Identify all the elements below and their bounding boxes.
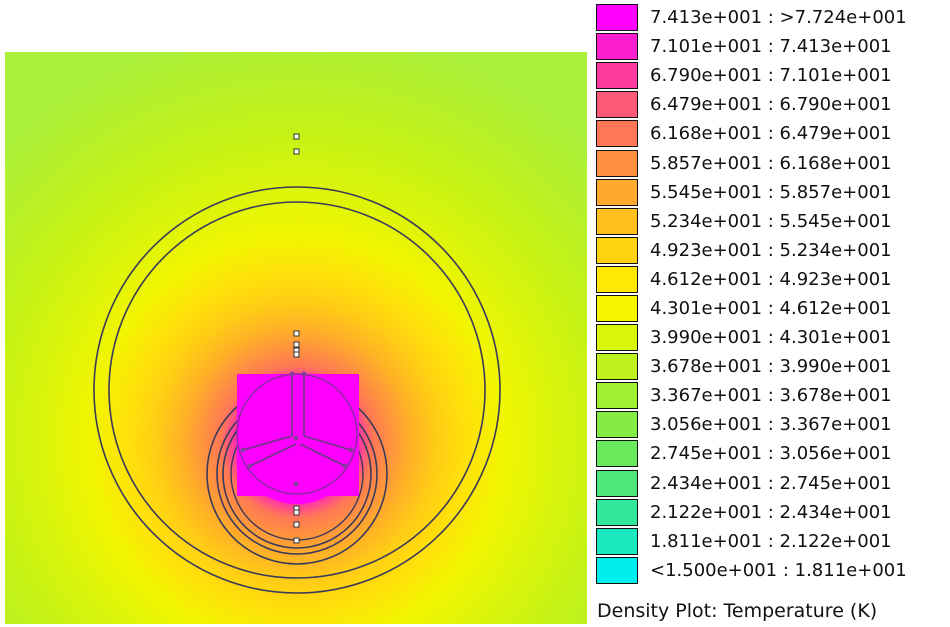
legend-swatch — [596, 265, 638, 293]
legend-swatch — [596, 556, 638, 584]
conductor-core-boundary — [236, 373, 358, 495]
legend-swatch — [596, 440, 638, 468]
legend-row: 4.301e+001 : 4.612e+001 — [596, 294, 950, 323]
legend-label: 5.545e+001 : 5.857e+001 — [650, 181, 892, 203]
legend-row: 3.990e+001 : 4.301e+001 — [596, 323, 950, 352]
legend-row: 3.678e+001 : 3.990e+001 — [596, 352, 950, 381]
density-plot-canvas — [5, 52, 587, 624]
outer-sheath-outer-boundary — [93, 186, 501, 594]
legend-swatch — [596, 149, 638, 177]
legend-swatch — [596, 178, 638, 206]
legend-label: 6.790e+001 : 7.101e+001 — [650, 65, 892, 87]
legend-label: 2.745e+001 : 3.056e+001 — [650, 443, 892, 465]
legend-label: 1.811e+001 : 2.122e+001 — [650, 530, 892, 552]
legend-label: 5.234e+001 : 5.545e+001 — [650, 210, 892, 232]
legend-swatch — [596, 382, 638, 410]
sector-nodes — [240, 371, 354, 487]
legend-label: 3.056e+001 : 3.367e+001 — [650, 414, 892, 436]
legend-swatch — [596, 91, 638, 119]
legend-swatch — [596, 527, 638, 555]
legend-label: 4.612e+001 : 4.923e+001 — [650, 268, 892, 290]
legend-row: 6.479e+001 : 6.790e+001 — [596, 90, 950, 119]
legend-label: 6.479e+001 : 6.790e+001 — [650, 94, 892, 116]
outer-sheath-inner-boundary — [108, 201, 486, 579]
legend-row: 3.056e+001 : 3.367e+001 — [596, 410, 950, 439]
legend-swatch — [596, 294, 638, 322]
legend-label: 4.923e+001 : 5.234e+001 — [650, 239, 892, 261]
legend-swatch — [596, 33, 638, 61]
legend-row: <1.500e+001 : 1.811e+001 — [596, 556, 950, 585]
legend-swatch — [596, 207, 638, 235]
legend-row: 3.367e+001 : 3.678e+001 — [596, 381, 950, 410]
legend-row: 7.101e+001 : 7.413e+001 — [596, 32, 950, 61]
legend-row: 2.434e+001 : 2.745e+001 — [596, 469, 950, 498]
legend-swatch — [596, 4, 638, 32]
legend-swatch — [596, 120, 638, 148]
legend-label: 7.413e+001 : >7.724e+001 — [650, 7, 907, 29]
legend-swatch — [596, 411, 638, 439]
legend-row: 4.923e+001 : 5.234e+001 — [596, 236, 950, 265]
legend-label: <1.500e+001 : 1.811e+001 — [650, 559, 907, 581]
legend-row: 6.790e+001 : 7.101e+001 — [596, 61, 950, 90]
legend-label: 5.857e+001 : 6.168e+001 — [650, 152, 892, 174]
mesh-nodes — [293, 133, 300, 544]
legend-row: 5.545e+001 : 5.857e+001 — [596, 178, 950, 207]
conductor-sectors — [242, 374, 352, 467]
legend-swatch — [596, 469, 638, 497]
legend-row: 7.413e+001 : >7.724e+001 — [596, 3, 950, 32]
legend-swatch — [596, 62, 638, 90]
legend-row: 4.612e+001 : 4.923e+001 — [596, 265, 950, 294]
legend-label: 7.101e+001 : 7.413e+001 — [650, 36, 892, 58]
legend-label: 3.367e+001 : 3.678e+001 — [650, 385, 892, 407]
legend-label: 4.301e+001 : 4.612e+001 — [650, 297, 892, 319]
legend-row: 6.168e+001 : 6.479e+001 — [596, 119, 950, 148]
legend-swatch — [596, 236, 638, 264]
color-legend: 7.413e+001 : >7.724e+001 7.101e+001 : 7.4… — [596, 3, 950, 593]
legend-swatch — [596, 353, 638, 381]
legend-label: 3.990e+001 : 4.301e+001 — [650, 327, 892, 349]
legend-label: 6.168e+001 : 6.479e+001 — [650, 123, 892, 145]
legend-row: 5.234e+001 : 5.545e+001 — [596, 207, 950, 236]
legend-row: 5.857e+001 : 6.168e+001 — [596, 148, 950, 177]
legend-row: 2.122e+001 : 2.434e+001 — [596, 498, 950, 527]
legend-label: 2.434e+001 : 2.745e+001 — [650, 472, 892, 494]
legend-row: 2.745e+001 : 3.056e+001 — [596, 439, 950, 468]
legend-swatch — [596, 498, 638, 526]
legend-label: 2.122e+001 : 2.434e+001 — [650, 501, 892, 523]
legend-label: 3.678e+001 : 3.990e+001 — [650, 356, 892, 378]
legend-row: 1.811e+001 : 2.122e+001 — [596, 527, 950, 556]
temperature-field — [5, 52, 587, 624]
legend-swatch — [596, 324, 638, 352]
temperature-density-plot[interactable] — [5, 52, 587, 624]
plot-caption: Density Plot: Temperature (K) — [597, 600, 878, 622]
